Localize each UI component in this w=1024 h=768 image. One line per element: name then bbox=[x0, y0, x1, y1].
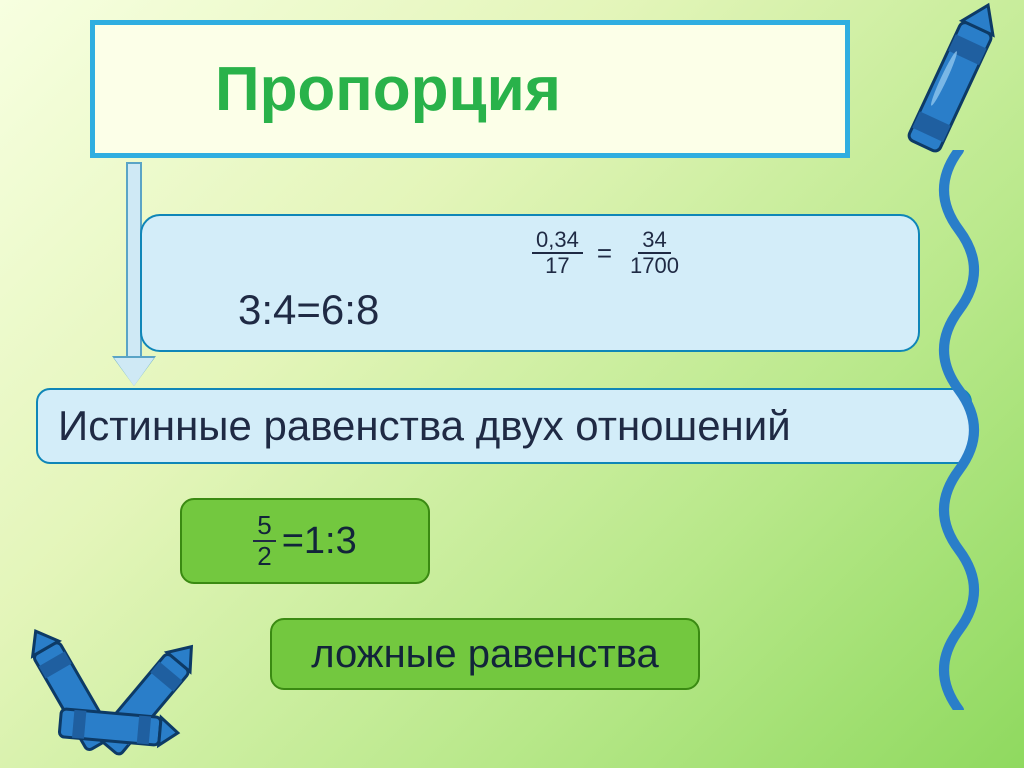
title-text: Пропорция bbox=[215, 54, 561, 125]
false-fraction: 5 2 bbox=[253, 511, 275, 570]
squiggle-icon bbox=[924, 150, 994, 710]
ratio-equation: 3:4=6:8 bbox=[238, 286, 379, 334]
title-box: Пропорция bbox=[90, 20, 850, 158]
definition-text: Истинные равенства двух отношений bbox=[58, 402, 791, 450]
fraction-2: 34 1700 bbox=[626, 228, 683, 278]
false-label-text: ложные равенства bbox=[311, 632, 659, 677]
crayons-group-icon bbox=[0, 578, 230, 768]
definition-box: Истинные равенства двух отношений bbox=[36, 388, 972, 464]
equation-box: 3:4=6:8 0,34 17 = 34 1700 bbox=[140, 214, 920, 352]
fraction-equation: 0,34 17 = 34 1700 bbox=[532, 228, 683, 278]
false-example-box: 5 2 =1:3 bbox=[180, 498, 430, 584]
equals-sign: = bbox=[593, 238, 616, 269]
false-rhs: =1:3 bbox=[282, 520, 357, 563]
false-label-box: ложные равенства bbox=[270, 618, 700, 690]
fraction-1: 0,34 17 bbox=[532, 228, 583, 278]
